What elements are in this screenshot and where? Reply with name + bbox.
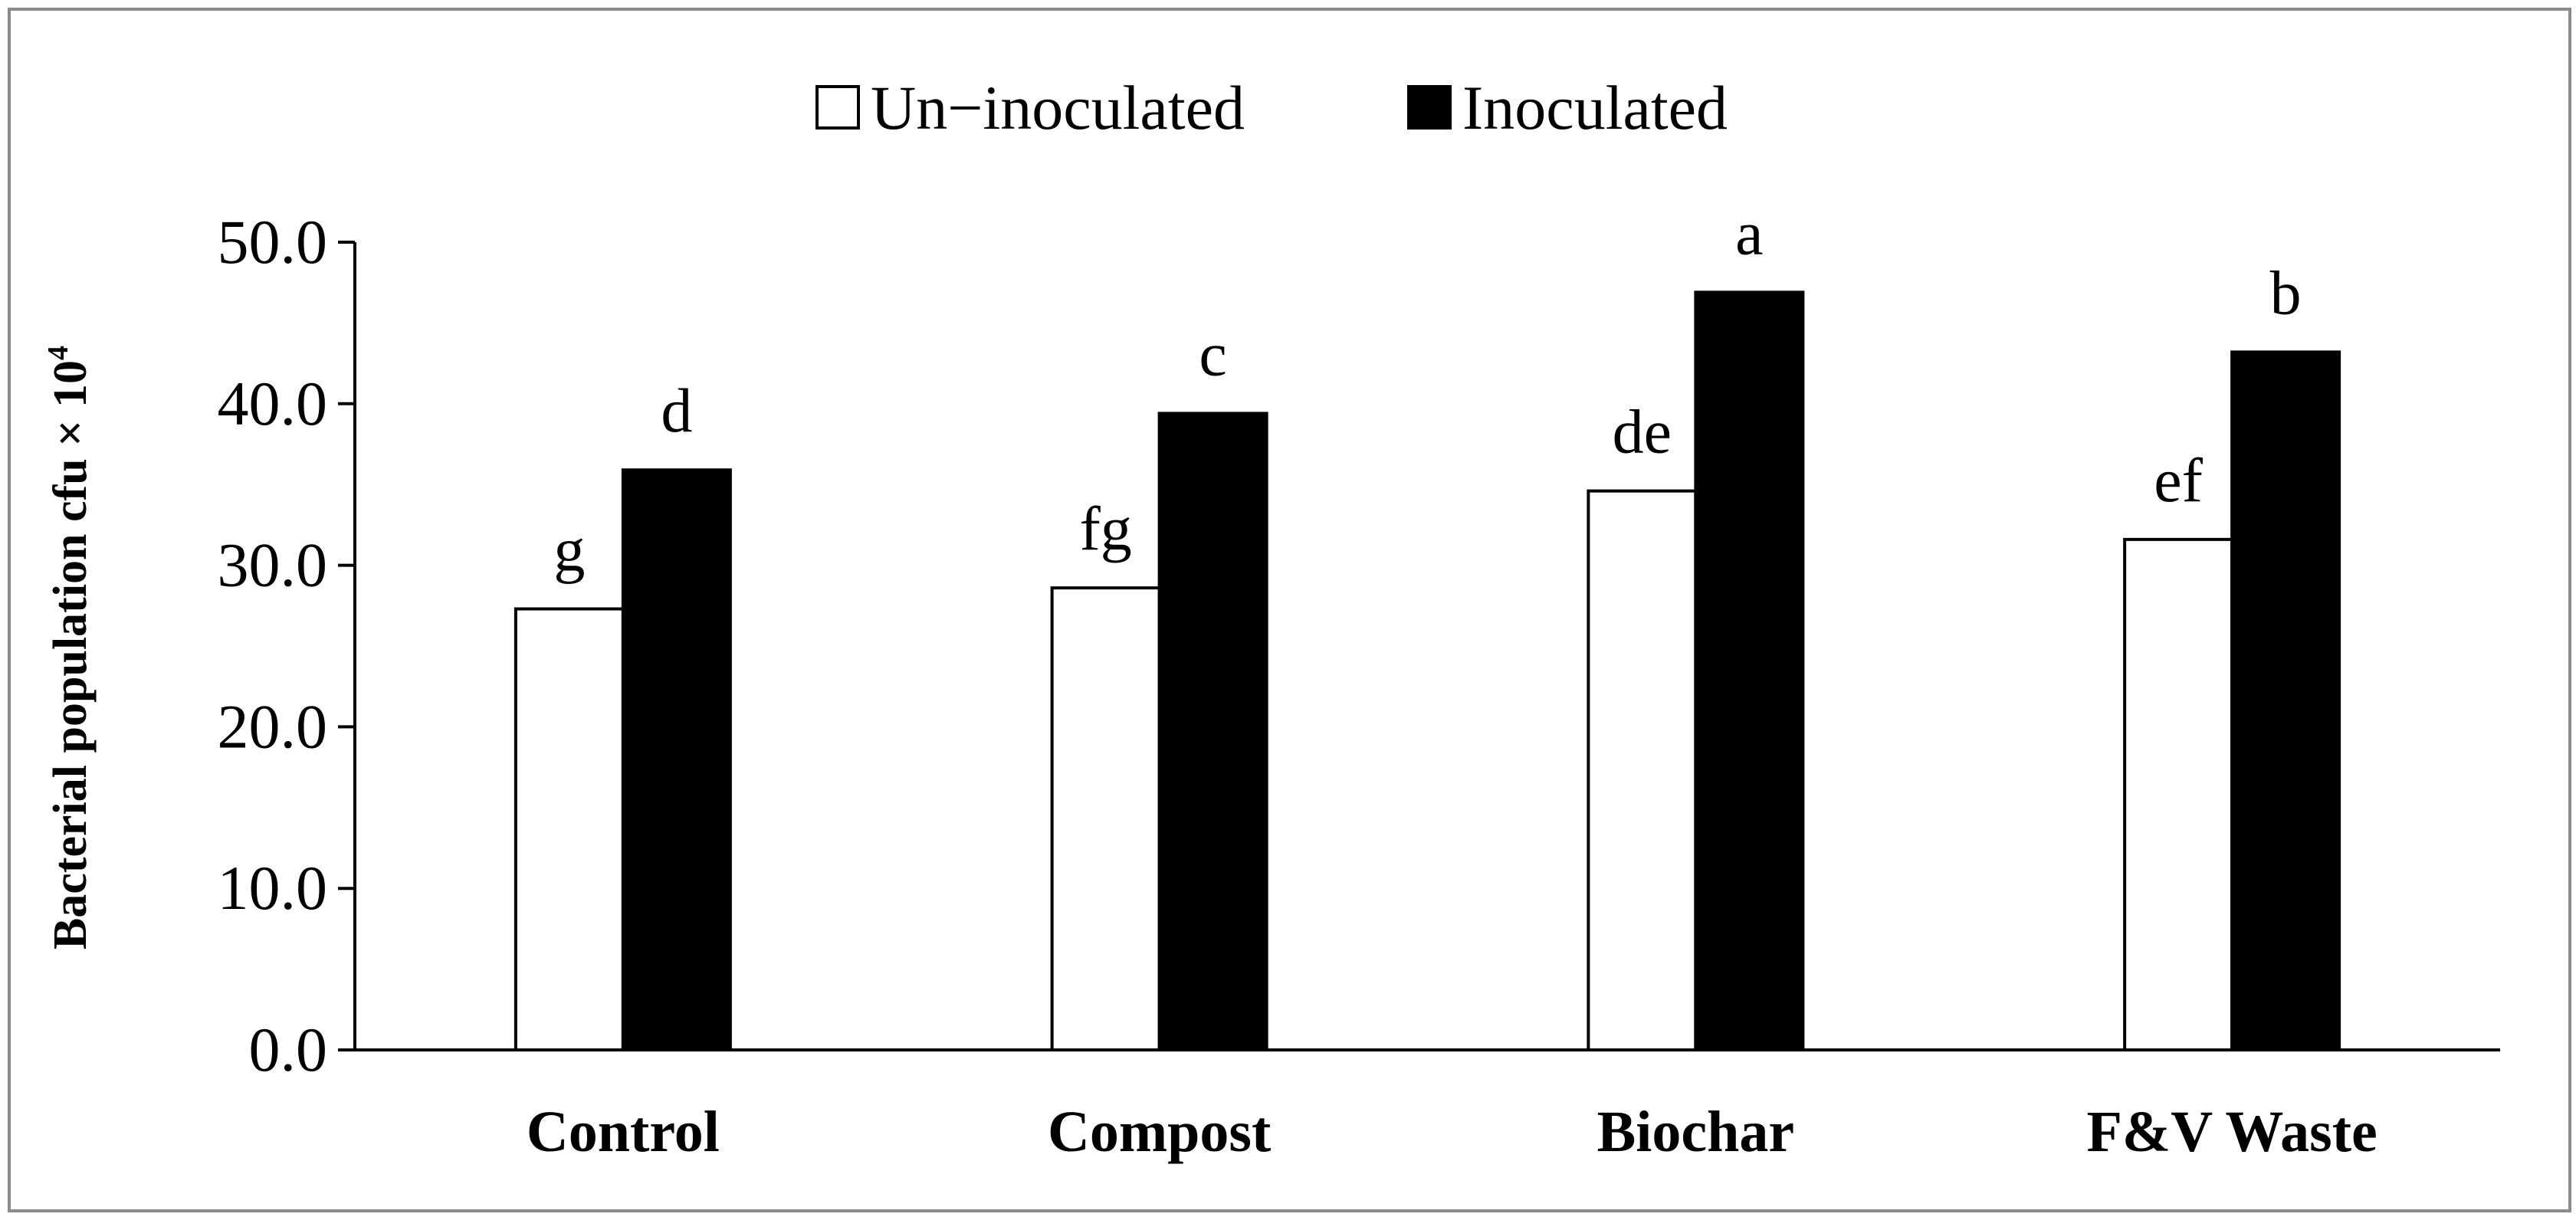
y-tick-label: 0.0: [249, 1015, 328, 1084]
bar-significance-label: b: [2270, 258, 2302, 327]
bar-un-inoculated-f-v-waste: [2123, 537, 2234, 1051]
bar-un-inoculated-biochar: [1587, 489, 1698, 1051]
bar-significance-label: de: [1613, 397, 1672, 467]
y-axis-title-text: Bacterial population cfu × 10: [44, 360, 97, 950]
bar-un-inoculated-control: [514, 607, 625, 1051]
legend-swatch-inoculated: [1407, 85, 1452, 130]
y-tick-label: 30.0: [218, 530, 328, 600]
bar-significance-label: fg: [1079, 494, 1131, 563]
x-axis: Control Compost Biochar F&V Waste: [355, 1048, 2500, 1164]
bars: g d fg c de a ef b: [514, 198, 2341, 1051]
y-tick-label: 50.0: [218, 207, 328, 277]
bar-significance-label: c: [1199, 319, 1226, 389]
bar-significance-label: ef: [2154, 445, 2203, 515]
x-category-label: Biochar: [1597, 1100, 1795, 1164]
y-axis-title-superscript: 4: [42, 346, 74, 360]
x-category-label: F&V Waste: [2086, 1100, 2377, 1164]
bar-inoculated-biochar: [1694, 290, 1805, 1051]
bar-inoculated-compost: [1157, 412, 1268, 1051]
bar-inoculated-control: [621, 468, 732, 1051]
bar-significance-label: d: [661, 376, 692, 445]
y-tick-label: 10.0: [218, 853, 328, 923]
bar-inoculated-f-v-waste: [2230, 350, 2341, 1051]
legend: Un−inoculated Inoculated: [815, 73, 1728, 143]
legend-label-inoculated: Inoculated: [1462, 73, 1728, 143]
bar-significance-label: a: [1735, 198, 1763, 267]
bar-significance-label: g: [553, 515, 585, 585]
y-tick-label: 20.0: [218, 691, 328, 761]
y-tick-label: 40.0: [218, 369, 328, 438]
legend-swatch-un-inoculated: [815, 85, 860, 130]
y-axis: 0.0 10.0 20.0 30.0 40.0 50.0: [218, 207, 356, 1084]
legend-label-un-inoculated: Un−inoculated: [871, 73, 1245, 143]
x-category-label: Compost: [1048, 1100, 1271, 1164]
x-category-label: Control: [527, 1100, 720, 1164]
svg-text:Bacterial population cfu × 104: Bacterial population cfu × 104: [42, 346, 97, 950]
y-axis-title: Bacterial population cfu × 104: [42, 346, 97, 950]
bar-un-inoculated-compost: [1050, 586, 1161, 1051]
